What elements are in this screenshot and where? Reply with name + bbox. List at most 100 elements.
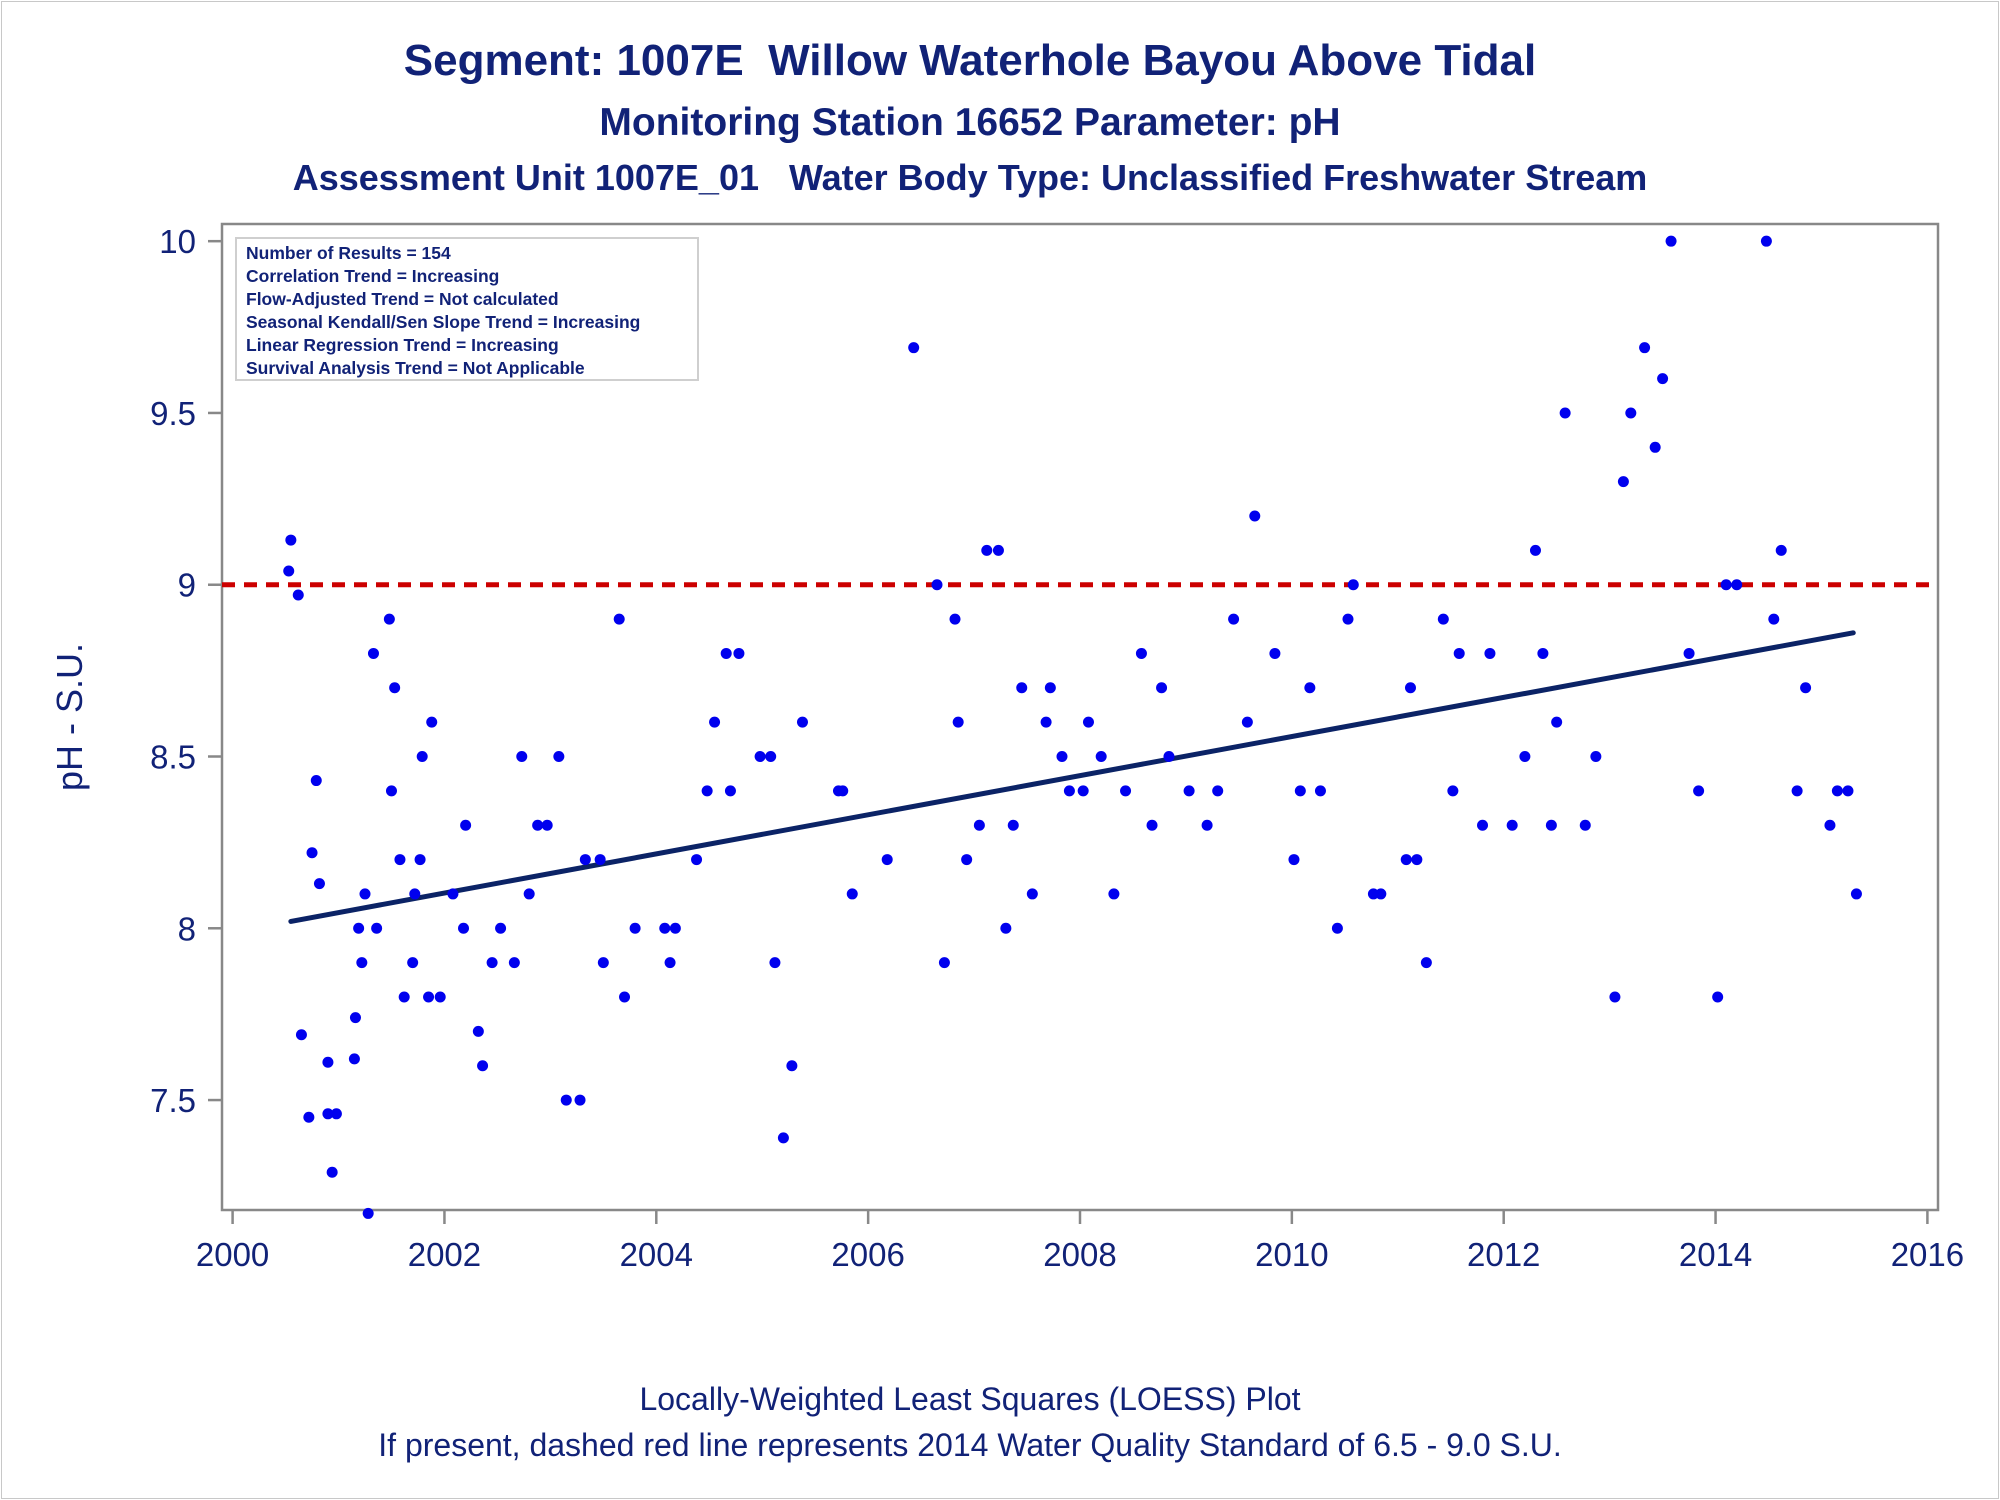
data-point — [541, 819, 553, 831]
data-point — [472, 1025, 484, 1037]
stats-box — [235, 237, 699, 381]
data-point — [709, 716, 721, 728]
data-point — [1314, 785, 1326, 797]
data-point — [348, 1053, 360, 1065]
data-point — [1420, 957, 1432, 969]
data-point — [423, 991, 435, 1003]
data-point — [1044, 682, 1056, 694]
stats-box-line: Number of Results = 154 — [246, 243, 451, 263]
data-point — [574, 1094, 586, 1106]
data-point — [292, 589, 304, 601]
data-point — [669, 922, 681, 934]
data-point — [359, 888, 371, 900]
data-point — [1693, 785, 1705, 797]
data-point — [1791, 785, 1803, 797]
trend-line — [288, 630, 1856, 924]
data-point — [495, 922, 507, 934]
data-point — [1375, 888, 1387, 900]
data-point — [1135, 647, 1147, 659]
data-point — [330, 1108, 342, 1120]
data-point — [938, 957, 950, 969]
data-point — [1590, 751, 1602, 763]
y-tick-label: 10 — [159, 223, 196, 260]
data-point — [1269, 647, 1281, 659]
data-point — [1120, 785, 1132, 797]
data-point — [1342, 613, 1354, 625]
data-point — [961, 854, 973, 866]
stats-box-line: Correlation Trend = Increasing — [246, 266, 499, 286]
data-point — [1347, 579, 1359, 591]
data-point — [1579, 819, 1591, 831]
y-tick-label: 9.5 — [150, 395, 196, 432]
data-point — [952, 716, 964, 728]
data-point — [1411, 854, 1423, 866]
data-point — [1095, 751, 1107, 763]
data-point — [1529, 544, 1541, 556]
data-point — [1404, 682, 1416, 694]
data-point — [908, 342, 920, 354]
y-tick-label: 9 — [178, 567, 196, 604]
data-point — [447, 888, 459, 900]
data-point — [724, 785, 736, 797]
data-point — [613, 613, 625, 625]
data-point — [458, 922, 470, 934]
stats-box-line: Seasonal Kendall/Sen Slope Trend = Incre… — [246, 312, 640, 332]
data-point — [1400, 854, 1412, 866]
data-point — [1683, 647, 1695, 659]
x-tick-label: 2000 — [196, 1236, 269, 1273]
data-point — [594, 854, 606, 866]
data-point — [765, 751, 777, 763]
stats-box-line: Linear Regression Trend = Increasing — [246, 335, 559, 355]
data-point — [1712, 991, 1724, 1003]
data-point — [426, 716, 438, 728]
data-point — [1842, 785, 1854, 797]
data-point — [1294, 785, 1306, 797]
data-point — [313, 878, 325, 890]
data-point — [1163, 751, 1175, 763]
data-point — [1212, 785, 1224, 797]
data-point — [664, 957, 676, 969]
data-point — [1249, 510, 1261, 522]
data-point — [295, 1029, 307, 1041]
data-point — [720, 647, 732, 659]
data-point — [1437, 613, 1449, 625]
data-point — [691, 854, 703, 866]
data-point — [414, 854, 426, 866]
data-point — [1447, 785, 1459, 797]
data-point — [371, 922, 383, 934]
x-tick-label: 2008 — [1043, 1236, 1116, 1273]
data-point — [949, 613, 961, 625]
data-point — [1453, 647, 1465, 659]
data-point — [553, 751, 565, 763]
data-point — [1201, 819, 1213, 831]
data-point — [460, 819, 472, 831]
data-point — [1000, 922, 1012, 934]
data-point — [1824, 819, 1836, 831]
data-point — [992, 544, 1004, 556]
chart-title: Segment: 1007E Willow Waterhole Bayou Ab… — [403, 36, 1537, 85]
data-point — [1026, 888, 1038, 900]
data-point — [1537, 647, 1549, 659]
data-point — [659, 922, 671, 934]
data-point — [579, 854, 591, 866]
data-point — [353, 922, 365, 934]
x-tick-label: 2004 — [620, 1236, 693, 1273]
data-point — [1016, 682, 1028, 694]
data-point — [516, 751, 528, 763]
data-point — [322, 1056, 334, 1068]
x-tick-label: 2006 — [831, 1236, 904, 1273]
footnote-standard: If present, dashed red line represents 2… — [378, 1427, 1562, 1463]
data-point — [1768, 613, 1780, 625]
data-point — [394, 854, 406, 866]
data-point — [1331, 922, 1343, 934]
data-point — [1665, 235, 1677, 247]
data-point — [973, 819, 985, 831]
data-point — [1609, 991, 1621, 1003]
data-point — [1617, 476, 1629, 488]
plot-layer: 7.5 8 8.5 9 9.5 10 2000 2002 2004 2006 2008 2010 201… — [49, 222, 1964, 1273]
data-point — [777, 1132, 789, 1144]
data-point — [1731, 579, 1743, 591]
data-point — [367, 647, 379, 659]
